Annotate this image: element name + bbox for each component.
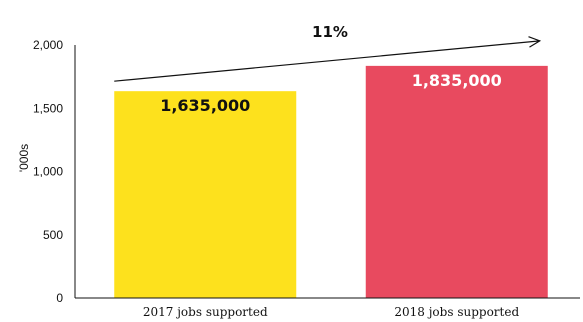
bar [114, 91, 297, 298]
y-tick-label: 1,000 [33, 165, 63, 179]
data-label: 1,835,000 [412, 71, 502, 90]
y-tick-label: 1,500 [33, 101, 63, 115]
y-tick-label: 500 [43, 228, 63, 242]
growth-label: 11% [312, 23, 348, 41]
bar [365, 65, 548, 298]
y-axis: 0 500 1,000 1,500 2,000 [33, 38, 76, 305]
growth-arrow-head [528, 36, 542, 48]
growth-arrow [114, 40, 540, 82]
y-tick-label: 0 [56, 291, 63, 305]
bars: 1,635,000 1,835,000 [114, 65, 548, 298]
x-tick-label: 2018 jobs supported [394, 305, 519, 319]
y-axis-label: '000s [17, 144, 31, 172]
y-tick-label: 2,000 [33, 38, 63, 52]
data-label: 1,635,000 [160, 96, 250, 115]
x-tick-label: 2017 jobs supported [143, 305, 268, 319]
growth-annotation: 11% [114, 23, 542, 82]
x-axis: 2017 jobs supported 2018 jobs supported [75, 297, 580, 319]
